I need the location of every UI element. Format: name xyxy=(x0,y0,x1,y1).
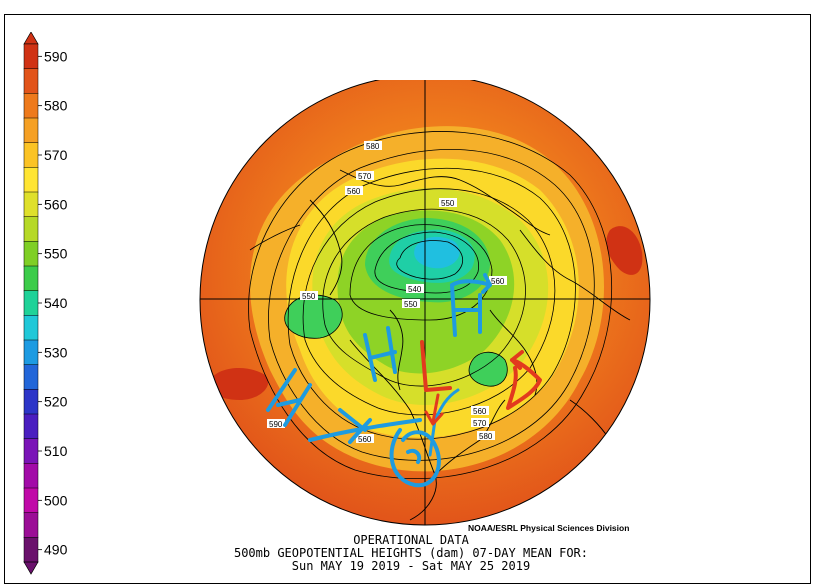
annotation-arrow-red-down xyxy=(424,393,444,426)
caption-variable: 500mb GEOPOTENTIAL HEIGHTS (dam) 07-DAY … xyxy=(233,546,588,560)
colorbar-swatch xyxy=(23,438,39,464)
contour-label: 590 xyxy=(269,420,283,429)
colorbar-swatch xyxy=(23,290,39,316)
colorbar-tick-label: 570 xyxy=(44,147,68,163)
colorbar-tick-label: 510 xyxy=(44,443,68,459)
contour-label: 560 xyxy=(347,187,361,196)
colorbar-swatches xyxy=(23,32,39,575)
annotation-s-red xyxy=(506,350,542,410)
colorbar-ticks: 590 580 570 560 550 540 530 520 510 500 490 xyxy=(38,48,68,558)
colorbar-tick-label: 580 xyxy=(44,98,68,114)
annotation-l-red xyxy=(420,340,452,392)
contour-label: 540 xyxy=(408,285,422,294)
contour-label: 550 xyxy=(404,300,418,309)
caption-title: OPERATIONAL DATA xyxy=(353,533,469,547)
colorbar-swatch xyxy=(23,487,39,514)
colorbar-swatch xyxy=(23,413,39,440)
colorbar-top-arrow xyxy=(23,32,39,45)
colorbar-swatch xyxy=(23,216,39,242)
colorbar-swatch xyxy=(23,389,39,415)
contour-label: 560 xyxy=(473,407,487,416)
credit-label: NOAA/ESRL Physical Sciences Division xyxy=(468,523,630,533)
contour-label: 570 xyxy=(473,419,487,428)
west-trough xyxy=(284,295,343,339)
colorbar-tick-label: 500 xyxy=(44,492,68,508)
annotation-h-left xyxy=(266,368,312,427)
colorbar-swatch xyxy=(23,364,39,390)
colorbar-tick-label: 590 xyxy=(44,48,68,64)
annotation-loop-south xyxy=(389,428,441,488)
subtropical-high xyxy=(209,368,269,400)
contour-label: 560 xyxy=(358,435,372,444)
contour-label: 580 xyxy=(366,142,380,151)
colorbar-swatch xyxy=(23,315,39,341)
annotation-h-east xyxy=(450,273,492,337)
contour-label: 550 xyxy=(302,292,316,301)
colorbar-swatch xyxy=(23,167,39,193)
contour-label: 570 xyxy=(358,172,372,181)
colorbar-tick-label: 540 xyxy=(44,295,68,311)
colorbar-tick-label: 550 xyxy=(44,246,68,262)
contour-label: 580 xyxy=(479,432,493,441)
caption-dates: Sun MAY 19 2019 - Sat MAY 25 2019 xyxy=(291,559,531,573)
map-outline xyxy=(199,80,651,526)
annotation-arrow-left xyxy=(308,408,422,444)
annotation-h-center xyxy=(363,326,397,382)
colorbar-swatch xyxy=(23,463,39,489)
colorbar-bottom-arrow xyxy=(23,561,39,575)
colorbar-swatch xyxy=(23,142,39,168)
colorbar-tick-label: 520 xyxy=(44,394,68,410)
colorbar-swatch xyxy=(23,43,39,70)
colorbar-legend: 590 580 570 560 550 540 530 520 510 500 490 xyxy=(23,32,68,575)
contour-label-group: 580 570 560 550 540 550 550 560 560 570 … xyxy=(267,141,507,444)
east-trough xyxy=(469,352,508,387)
contour-label: 560 xyxy=(491,277,505,286)
contour-label: 550 xyxy=(441,199,455,208)
hand-annotations xyxy=(266,273,542,488)
east-high xyxy=(606,226,643,275)
colorbar-swatch xyxy=(23,241,39,267)
colorbar-tick-label: 560 xyxy=(44,196,68,212)
colorbar-swatch xyxy=(23,191,39,218)
contour-lines xyxy=(248,131,613,480)
colorbar-swatch xyxy=(23,265,39,292)
colorbar-tick-label: 530 xyxy=(44,344,68,360)
colorbar-swatch xyxy=(23,68,39,94)
colorbar-swatch xyxy=(23,339,39,366)
colorbar-swatch xyxy=(23,93,39,119)
colorbar-swatch xyxy=(23,117,39,144)
polar-map: 580 570 560 550 540 550 550 560 560 570 … xyxy=(199,80,651,526)
colorbar-tick-label: 490 xyxy=(44,542,68,558)
low-center xyxy=(414,236,460,269)
